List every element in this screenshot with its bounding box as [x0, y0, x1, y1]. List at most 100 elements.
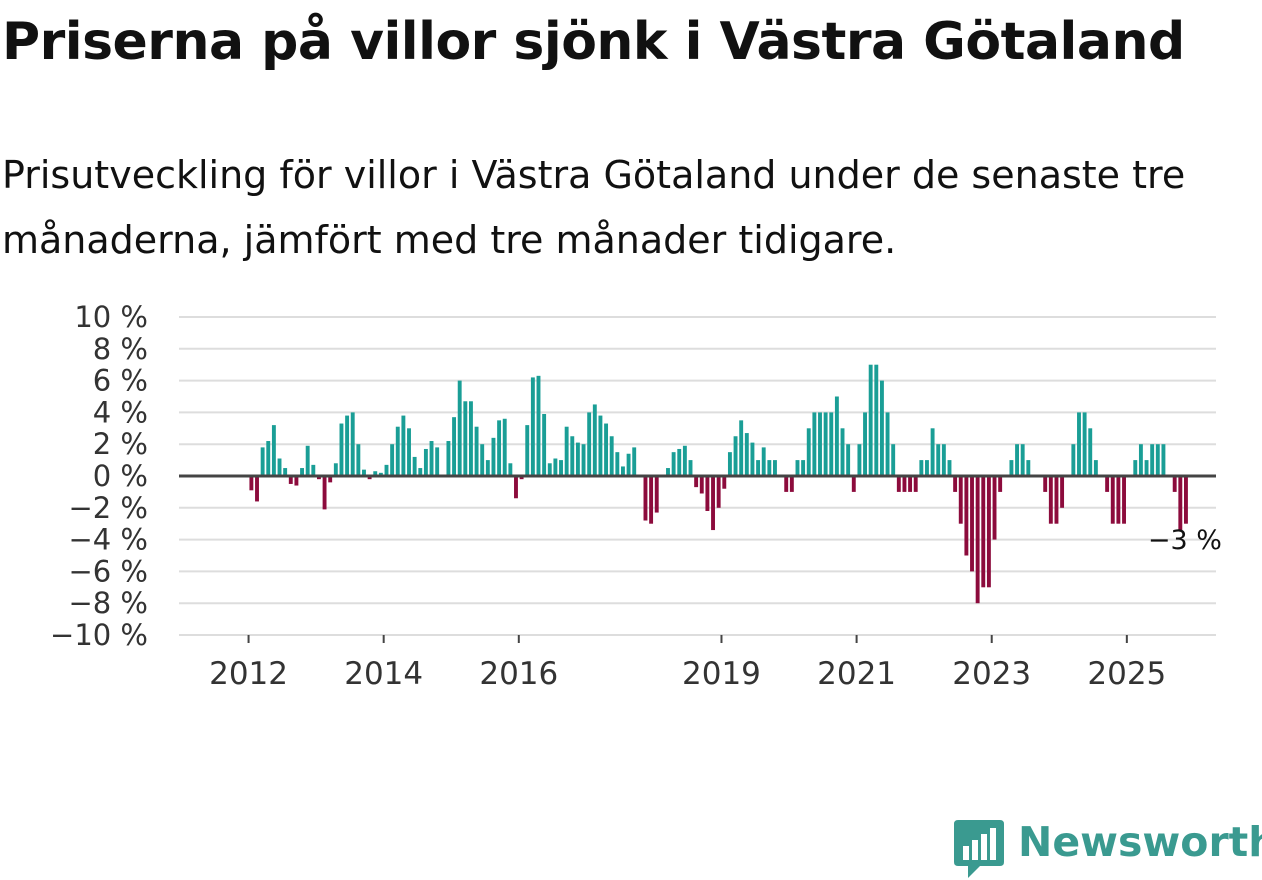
- bar: [322, 476, 327, 510]
- bar: [609, 436, 614, 476]
- bar: [970, 476, 974, 572]
- bar: [390, 444, 395, 476]
- bar: [727, 452, 732, 476]
- bar: [947, 460, 952, 476]
- bar: [632, 447, 637, 476]
- y-tick-label: −8 %: [68, 586, 148, 620]
- bar: [818, 412, 822, 476]
- x-tick-label: 2012: [209, 656, 288, 692]
- bar: [559, 460, 563, 476]
- bar: [350, 412, 355, 476]
- y-tick-label: 10 %: [74, 300, 148, 334]
- bar: [592, 404, 597, 476]
- bar: [1172, 476, 1177, 492]
- latest-value-annotation: −3 %: [1148, 525, 1222, 556]
- bars: [249, 364, 1188, 604]
- bar: [908, 476, 913, 492]
- bar: [423, 448, 428, 476]
- bar: [333, 463, 338, 476]
- bar: [699, 476, 704, 494]
- bar: [367, 476, 372, 480]
- bar: [1071, 444, 1076, 476]
- bar: [542, 413, 547, 476]
- bar: [536, 375, 541, 476]
- bar: [497, 420, 502, 476]
- brand-name: Newsworthy: [1018, 818, 1262, 866]
- bar: [339, 423, 344, 476]
- bar: [356, 444, 361, 476]
- y-tick-label: −10 %: [50, 618, 148, 652]
- bar: [767, 460, 772, 476]
- bar: [502, 418, 507, 476]
- bar: [925, 460, 929, 476]
- bar: [485, 460, 490, 476]
- bar: [1048, 476, 1053, 524]
- bar: [874, 364, 879, 476]
- y-tick-label: −4 %: [68, 523, 148, 557]
- bar: [930, 428, 935, 476]
- x-tick-label: 2023: [952, 656, 1031, 692]
- bar: [311, 464, 316, 476]
- bar: [1155, 444, 1160, 476]
- bar: [1133, 460, 1138, 476]
- bar: [598, 415, 603, 476]
- bar: [795, 460, 800, 476]
- bar-chart: 10 %8 %6 %4 %2 %0 %−2 %−4 %−6 %−8 %−10 %…: [50, 300, 1222, 692]
- bar: [756, 460, 761, 476]
- bar: [530, 377, 535, 476]
- y-tick-label: −6 %: [68, 554, 148, 588]
- bar: [581, 444, 586, 476]
- bar: [1077, 412, 1081, 476]
- bar: [491, 437, 496, 476]
- bar: [1020, 444, 1025, 476]
- bar: [857, 444, 862, 476]
- bar: [711, 476, 715, 531]
- bar: [986, 476, 991, 588]
- x-tick-label: 2014: [344, 656, 423, 692]
- bar: [435, 447, 440, 476]
- bar: [255, 476, 259, 502]
- bar: [879, 380, 884, 476]
- bar: [407, 428, 411, 476]
- bar: [761, 447, 766, 476]
- chart-title: Priserna på villor sjönk i Västra Götala…: [2, 12, 1185, 72]
- bar: [958, 476, 963, 524]
- bar: [362, 469, 366, 476]
- bar: [1015, 444, 1019, 476]
- bar: [463, 401, 468, 476]
- bar: [891, 444, 896, 476]
- bar: [688, 460, 693, 476]
- bar: [1082, 412, 1087, 476]
- bar: [249, 476, 254, 491]
- bar: [666, 468, 670, 476]
- bar: [316, 476, 321, 480]
- bar: [429, 441, 434, 476]
- bar: [1054, 476, 1059, 524]
- bar: [744, 433, 749, 476]
- bar: [840, 428, 845, 476]
- bar: [384, 464, 389, 476]
- bar: [626, 453, 631, 476]
- bar: [1150, 444, 1155, 476]
- bar: [277, 458, 282, 476]
- bar: [480, 444, 485, 476]
- bar: [694, 476, 699, 488]
- bar: [643, 476, 648, 521]
- bar: [1144, 460, 1149, 476]
- bar: [615, 452, 620, 476]
- bar: [981, 476, 986, 588]
- gridlines: [179, 316, 1216, 636]
- bar: [621, 466, 625, 476]
- bar: [1026, 460, 1031, 476]
- bar: [378, 472, 383, 476]
- bar: [941, 444, 946, 476]
- bar: [801, 460, 806, 476]
- bar: [547, 463, 552, 476]
- bar: [1088, 428, 1093, 476]
- bar: [649, 476, 654, 524]
- chart-subtitle: Prisutveckling för villor i Västra Götal…: [2, 153, 1186, 262]
- bar: [885, 412, 890, 476]
- bar: [294, 476, 299, 486]
- bar: [260, 447, 265, 476]
- bar: [288, 476, 293, 484]
